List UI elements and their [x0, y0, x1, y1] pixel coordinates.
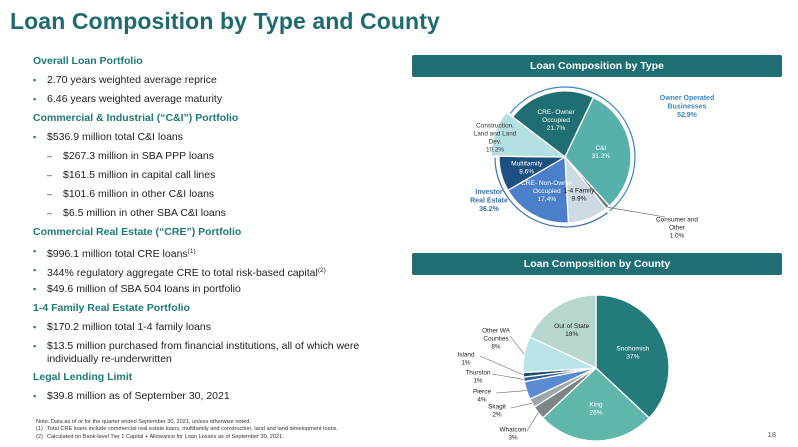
dash-icon: – [47, 151, 53, 161]
bullet-icon: ▪ [33, 284, 37, 294]
bullet-icon: ▪ [33, 246, 37, 256]
sub-bullet-text: $6.5 million in other SBA C&I loans [63, 207, 226, 219]
leader-line-whatcom [526, 412, 539, 432]
leader-line-island [479, 355, 524, 376]
note-2-number: (2) [36, 433, 43, 440]
investor-bracket [494, 157, 608, 228]
loan-summary-panel: Overall Loan Portfolio ▪ 2.70 years weigh… [33, 52, 403, 406]
consumer-leader-line [607, 207, 666, 218]
bullet-icon: ▪ [33, 341, 37, 351]
sub-bullet-text: $267.3 million in SBA PPP loans [63, 150, 214, 162]
slice-label-skagit: Skagit 2% [488, 403, 506, 418]
leader-line-skagit [510, 402, 533, 409]
slice-label-snohomish: Snohomish 37% [616, 346, 649, 361]
bullet-icon: ▪ [33, 391, 37, 401]
bullet-text: $536.9 million total C&I loans [47, 131, 183, 143]
slice-label-island: Island 1% [457, 351, 474, 366]
dash-icon: – [47, 208, 53, 218]
type-chart-title: Loan Composition by Type [412, 55, 782, 77]
county-chart-title: Loan Composition by County [412, 253, 782, 275]
bullet-icon: ▪ [33, 75, 37, 85]
bullet-legal-limit: ▪ $39.8 million as of September 30, 2021 [33, 387, 403, 406]
sub-bullet-text: $101.6 million in other C&I loans [63, 188, 215, 200]
bullet-cre-ratio: ▪ 344% regulatory aggregate CRE to total … [33, 261, 403, 280]
pie-slice-cre-non-owner-occupied [507, 155, 570, 224]
note-1-text: Total CRE loans include commercial real … [47, 426, 339, 433]
family-heading: 1-4 Family Real Estate Portfolio [33, 302, 190, 314]
sub-bullet-capital-call: – $161.5 million in capital call lines [33, 166, 403, 185]
bullet-icon: ▪ [33, 132, 37, 142]
dash-icon: – [47, 170, 53, 180]
note-2-text: Calculated on Bank-level Tier 1 Capital … [47, 433, 284, 440]
bullet-text: $996.1 million total CRE loans [47, 248, 188, 260]
loan-county-pie-chart: Snohomish 37% King 26% Out of State 18% Whatco… [457, 294, 670, 442]
slice-label-candi: C&I 31.2% [592, 145, 611, 160]
ci-heading: Commercial & Industrial (“C&I”) Portfoli… [33, 112, 239, 124]
leader-line-pierce [495, 390, 527, 394]
bullet-ci-total: ▪ $536.9 million total C&I loans [33, 128, 403, 147]
sub-bullet-sba-ci: – $6.5 million in other SBA C&I loans [33, 204, 403, 223]
bullet-family-total: ▪ $170.2 million total 1-4 family loans [33, 318, 403, 337]
owner-operated-label: Owner Operated Businesses 52.9% [660, 95, 714, 119]
bullet-family-purchased: ▪ $13.5 million purchased from financial … [33, 337, 403, 368]
slice-label-cre-owner-occupied: CRE- Owner Occupied 21.7% [537, 109, 575, 132]
owner-operated-bracket [509, 86, 636, 212]
bullet-sba-504: ▪ $49.6 million of SBA 504 loans in portf… [33, 280, 403, 299]
note-main: Note: Data as of or for the quarter ende… [36, 419, 251, 425]
bullet-text: $13.5 million purchased from financial i… [47, 340, 360, 365]
pie-slice-construction-land-and-land-dev [490, 111, 567, 158]
page-number: 18 [767, 430, 776, 439]
slice-label-king: King 26% [589, 402, 603, 417]
sub-bullet-ppp: – $267.3 million in SBA PPP loans [33, 147, 403, 166]
slice-label-multifamily: Multifamily 8.6% [511, 161, 543, 176]
bullet-text: $170.2 million total 1-4 family loans [47, 321, 212, 333]
slice-label-consumer-and-other: Consumer and Other 1.0% [656, 216, 698, 239]
note-2: (2) Calculated on Bank-level Tier 1 Capit… [36, 434, 338, 441]
legal-heading: Legal Lending Limit [33, 371, 133, 383]
investor-label: Investor Real Estate 36.2% [470, 189, 508, 213]
slice-label-other-wa-counties: Other WA Counties 8% [482, 327, 511, 350]
footnote-ref: (2) [317, 267, 326, 274]
slice-label-out-of-state: Out of State 18% [554, 323, 590, 338]
note-1: (1) Total CRE loans include commercial re… [36, 426, 338, 433]
pie-slice-out-of-state [529, 294, 597, 370]
bullet-icon: ▪ [33, 322, 37, 332]
pie-slice-snohomish [595, 294, 670, 419]
bullet-text: 344% regulatory aggregate CRE to total r… [47, 267, 318, 279]
note-1-number: (1) [36, 426, 43, 433]
bullet-text: 2.70 years weighted average reprice [47, 74, 217, 86]
slice-label-whatcom: Whatcom 3% [500, 426, 527, 441]
bullet-cre-total: ▪ $996.1 million total CRE loans(1) [33, 242, 403, 261]
bullet-reprice: ▪ 2.70 years weighted average reprice [33, 71, 403, 90]
loan-type-pie-chart: CRE- Owner Occupied 21.7% C&I 31.2% Consumer … [470, 86, 714, 239]
pie-slice-cre-owner-occupied [511, 90, 595, 159]
cre-heading: Commercial Real Estate (“CRE”) Portfolio [33, 226, 242, 238]
leader-line-other-wa-counties [509, 335, 525, 355]
bullet-text: 6.46 years weighted average maturity [47, 93, 223, 105]
footnotes: Note: Data as of or for the quarter ende… [36, 419, 338, 441]
pie-slice-king [541, 367, 651, 442]
bullet-text: $39.8 million as of September 30, 2021 [47, 390, 230, 402]
slice-label-pierce: Pierce 4% [473, 388, 492, 403]
overall-heading: Overall Loan Portfolio [33, 55, 143, 67]
bullet-text: $49.6 million of SBA 504 loans in portfo… [47, 283, 241, 295]
slice-label-1-4-family: 1-4 Family 9.9% [564, 187, 595, 202]
bullet-icon: ▪ [33, 265, 37, 275]
dash-icon: – [47, 189, 53, 199]
page-title: Loan Composition by Type and County [10, 8, 440, 34]
slice-label-construction-land-and-land-dev: Construction, Land and Land Dev. 10.2% [474, 122, 517, 153]
footnote-ref: (1) [187, 248, 196, 255]
sub-bullet-text: $161.5 million in capital call lines [63, 169, 216, 181]
sub-bullet-other-ci: – $101.6 million in other C&I loans [33, 185, 403, 204]
slice-label-thurston: Thurston 1% [465, 369, 491, 384]
bullet-icon: ▪ [33, 94, 37, 104]
slice-label-cre-non-owner-occupied: CRE- Non-Owner Occupied 17.4% [521, 180, 573, 203]
pie-slice-candi [564, 96, 632, 207]
leader-line-thurston [491, 373, 524, 380]
bullet-maturity: ▪ 6.46 years weighted average maturity [33, 90, 403, 109]
